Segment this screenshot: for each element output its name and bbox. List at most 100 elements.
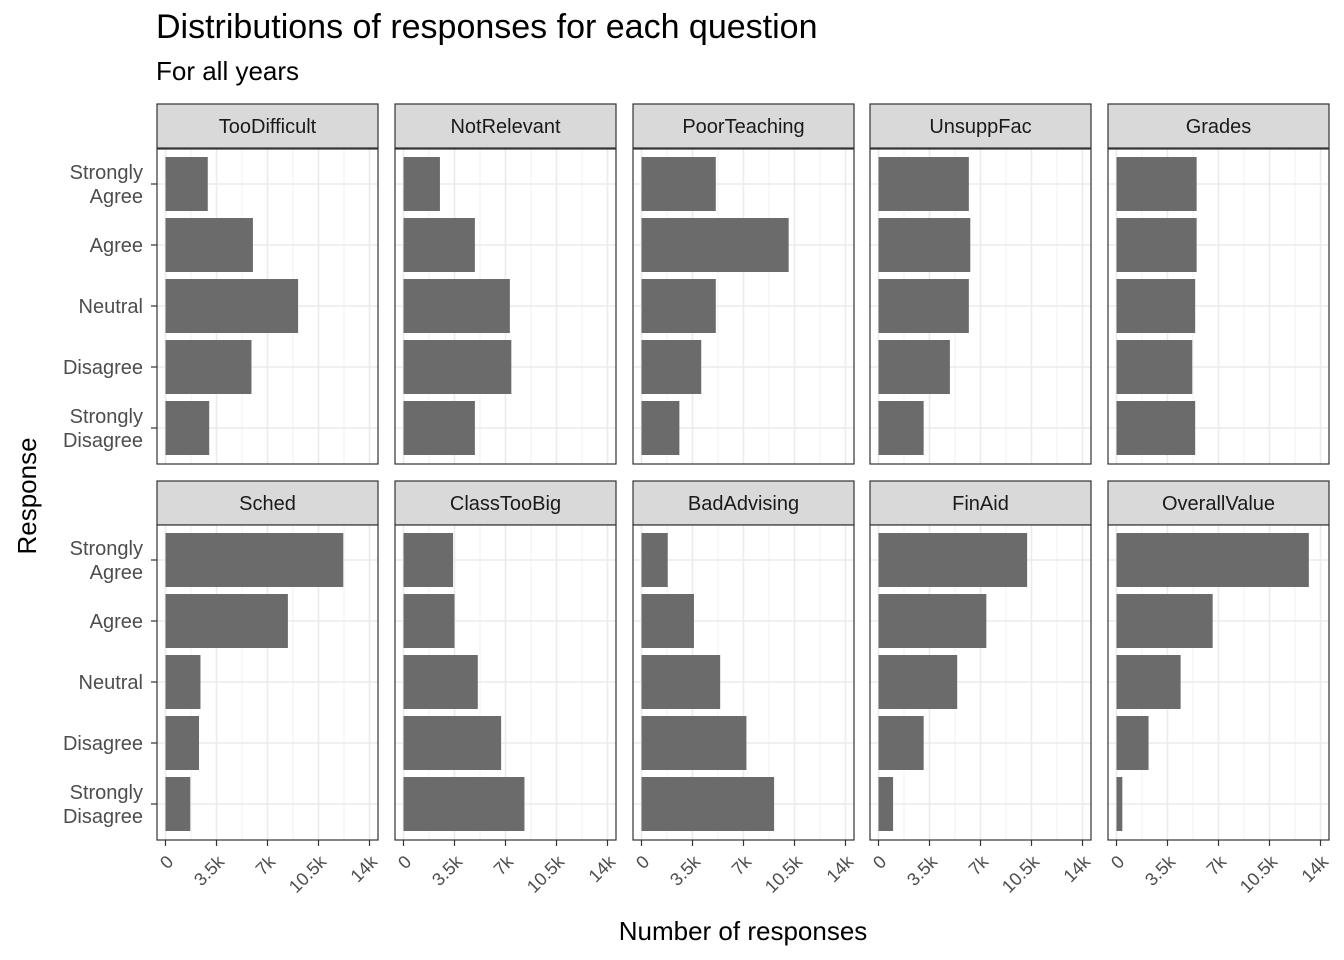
bar-ClassTooBig-2 xyxy=(403,655,478,709)
y-tick-label-line: Strongly xyxy=(70,162,143,184)
panel-border xyxy=(394,148,617,465)
y-tick-label: Neutral xyxy=(79,296,143,318)
facet-strip xyxy=(394,103,617,149)
y-tick-label-line: Neutral xyxy=(79,296,143,318)
x-tick-label: 0 xyxy=(869,852,890,873)
x-tick-label: 0 xyxy=(156,852,177,873)
x-tick-label: 7k xyxy=(1203,851,1231,879)
bar-PoorTeaching-3 xyxy=(641,340,702,394)
bar-NotRelevant-1 xyxy=(403,218,475,272)
bar-FinAid-4 xyxy=(878,777,894,831)
bar-Sched-4 xyxy=(165,777,191,831)
y-tick-label: Agree xyxy=(90,611,143,633)
bar-Grades-3 xyxy=(1116,340,1193,394)
bar-Sched-2 xyxy=(165,655,201,709)
facet-strip-label: FinAid xyxy=(952,493,1009,515)
bar-UnsuppFac-3 xyxy=(878,340,950,394)
facet-strip-label: UnsuppFac xyxy=(929,116,1031,138)
y-tick-label: Strongly Disagree xyxy=(63,782,143,828)
x-tick-label: 14k xyxy=(585,851,620,886)
chart-subtitle: For all years xyxy=(156,56,300,86)
x-tick-label: 3.5k xyxy=(666,851,705,890)
bar-PoorTeaching-2 xyxy=(641,279,716,333)
bar-BadAdvising-2 xyxy=(641,655,721,709)
facet-strip xyxy=(632,480,855,526)
bar-FinAid-2 xyxy=(878,655,958,709)
bar-OverallValue-2 xyxy=(1116,655,1181,709)
bar-UnsuppFac-4 xyxy=(878,401,924,455)
y-tick-label: Agree xyxy=(90,235,143,257)
y-tick-label-line: Neutral xyxy=(79,672,143,694)
y-tick-label-line: Agree xyxy=(90,235,143,257)
y-tick-label-line: Disagree xyxy=(63,430,143,452)
x-tick-label: 14k xyxy=(347,851,382,886)
y-tick-label-line: Agree xyxy=(90,611,143,633)
x-tick-label: 7k xyxy=(490,851,518,879)
bar-Sched-0 xyxy=(165,533,344,587)
facet-PoorTeaching: PoorTeaching xyxy=(632,103,855,465)
y-tick-label-line: Disagree xyxy=(63,806,143,828)
bar-Grades-2 xyxy=(1116,279,1196,333)
y-tick-label: Disagree xyxy=(63,733,143,755)
bar-OverallValue-1 xyxy=(1116,594,1213,648)
facet-ClassTooBig: ClassTooBig 0 3.5k 7k 10.5k 14k xyxy=(394,480,620,897)
x-tick-label: 14k xyxy=(1298,851,1333,886)
y-tick-label: Strongly Agree xyxy=(70,162,143,208)
bar-BadAdvising-4 xyxy=(641,777,775,831)
facet-strip xyxy=(869,480,1092,526)
x-tick-label: 7k xyxy=(252,851,280,879)
facet-strip xyxy=(394,480,617,526)
x-tick-label: 3.5k xyxy=(1141,851,1180,890)
facet-BadAdvising: BadAdvising 0 3.5k 7k 10.5k 14k xyxy=(632,480,858,897)
bar-TooDifficult-4 xyxy=(165,401,210,455)
x-tick-label: 3.5k xyxy=(190,851,229,890)
y-tick-label-line: Strongly xyxy=(70,782,143,804)
bar-ClassTooBig-0 xyxy=(403,533,454,587)
facet-strip xyxy=(156,480,379,526)
bar-Grades-0 xyxy=(1116,157,1197,211)
facet-strip-label: NotRelevant xyxy=(450,116,561,138)
bar-OverallValue-0 xyxy=(1116,533,1309,587)
y-tick-label-line: Strongly xyxy=(70,406,143,428)
y-tick-label-line: Agree xyxy=(90,562,143,584)
bar-BadAdvising-3 xyxy=(641,716,747,770)
bar-NotRelevant-2 xyxy=(403,279,510,333)
bar-FinAid-3 xyxy=(878,716,924,770)
bar-NotRelevant-4 xyxy=(403,401,475,455)
facet-OverallValue: OverallValue 0 3.5k 7k 10.5k 14k xyxy=(1107,480,1333,897)
bar-ClassTooBig-1 xyxy=(403,594,455,648)
facet-strip-label: PoorTeaching xyxy=(682,116,804,138)
bar-ClassTooBig-3 xyxy=(403,716,502,770)
bar-NotRelevant-0 xyxy=(403,157,440,211)
facet-NotRelevant: NotRelevant xyxy=(394,103,617,465)
panel-border xyxy=(1107,148,1330,465)
y-tick-label: Strongly Disagree xyxy=(63,406,143,452)
facet-strip xyxy=(1107,103,1330,149)
facet-strip xyxy=(632,103,855,149)
bar-TooDifficult-1 xyxy=(165,218,253,272)
facet-strip xyxy=(869,103,1092,149)
bar-OverallValue-4 xyxy=(1116,777,1123,831)
x-tick-label: 7k xyxy=(965,851,993,879)
y-tick-label: Disagree xyxy=(63,357,143,379)
bar-BadAdvising-0 xyxy=(641,533,668,587)
chart-title: Distributions of responses for each ques… xyxy=(156,8,818,46)
x-tick-label: 10.5k xyxy=(761,851,807,897)
x-tick-label: 10.5k xyxy=(285,851,331,897)
bar-PoorTeaching-4 xyxy=(641,401,680,455)
bar-ClassTooBig-4 xyxy=(403,777,525,831)
bar-FinAid-1 xyxy=(878,594,987,648)
bar-PoorTeaching-0 xyxy=(641,157,716,211)
x-tick-label: 0 xyxy=(394,852,415,873)
x-tick-label: 14k xyxy=(823,851,858,886)
y-tick-label-line: Strongly xyxy=(70,538,143,560)
bar-Grades-1 xyxy=(1116,218,1197,272)
bar-UnsuppFac-2 xyxy=(878,279,969,333)
bar-TooDifficult-2 xyxy=(165,279,299,333)
y-tick-label-line: Disagree xyxy=(63,733,143,755)
facet-strip-label: Sched xyxy=(239,493,296,515)
x-tick-label: 10.5k xyxy=(998,851,1044,897)
bar-Sched-1 xyxy=(165,594,288,648)
